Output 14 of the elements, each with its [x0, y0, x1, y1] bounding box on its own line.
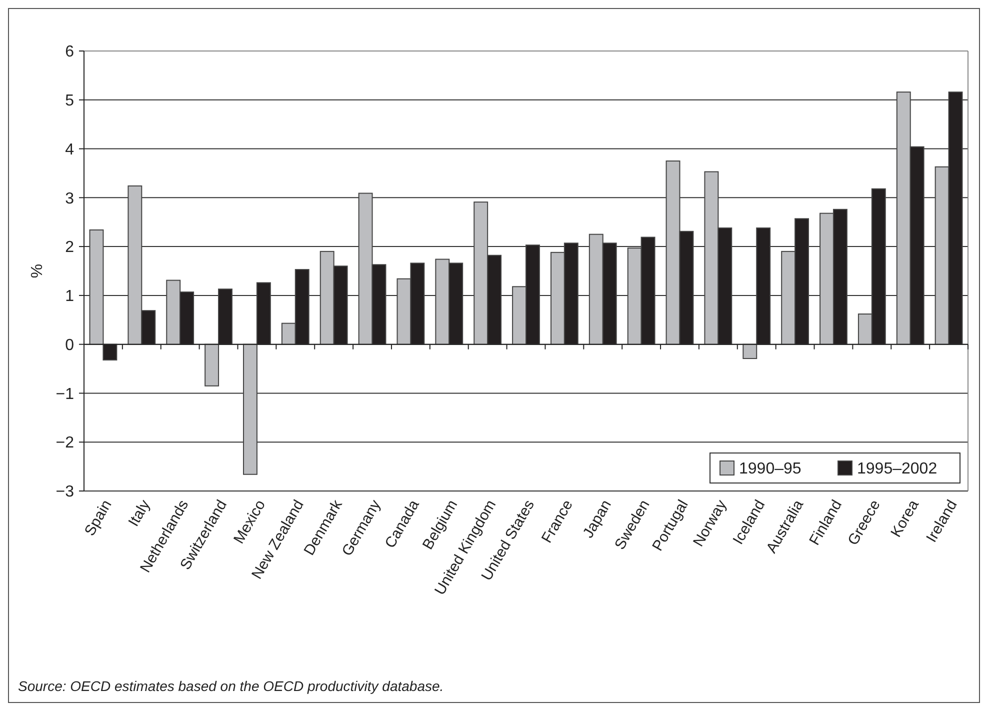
y-tick-label: 1 — [65, 288, 74, 306]
y-tick-label: −3 — [56, 484, 74, 501]
y-tick-label: −2 — [56, 434, 74, 452]
y-tick-label: 0 — [65, 336, 74, 354]
y-axis-title: % — [29, 264, 46, 278]
y-tick-label: −1 — [56, 386, 74, 403]
y-tick-label: 6 — [65, 44, 74, 61]
y-tick-label: 2 — [65, 239, 74, 256]
y-tick-label: 5 — [65, 92, 74, 110]
y-tick-label: 3 — [65, 190, 74, 208]
legend-label: 1995–2002 — [857, 460, 938, 478]
y-tick-label: 4 — [65, 141, 74, 158]
legend-label: 1990–95 — [739, 460, 802, 478]
source-note: Source: OECD estimates based on the OECD productivity database. — [18, 678, 444, 694]
